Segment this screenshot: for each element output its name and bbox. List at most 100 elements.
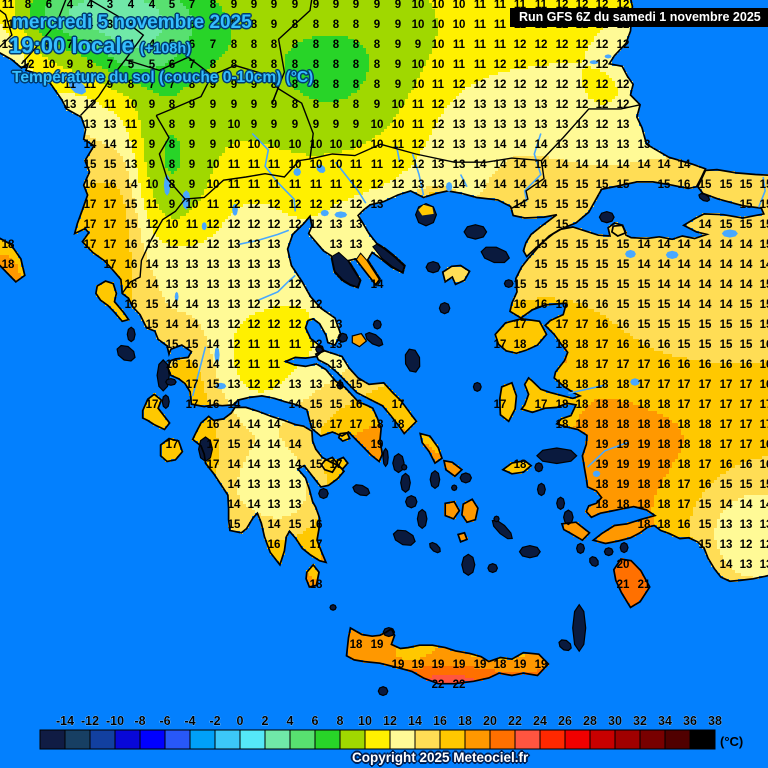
- svg-text:18: 18: [638, 399, 651, 411]
- svg-text:8: 8: [374, 59, 381, 71]
- svg-text:19: 19: [432, 659, 445, 671]
- svg-text:17: 17: [186, 399, 199, 411]
- svg-text:12: 12: [310, 199, 323, 211]
- svg-text:12: 12: [474, 79, 487, 91]
- svg-text:5: 5: [149, 59, 156, 71]
- svg-text:13: 13: [514, 99, 527, 111]
- svg-text:19: 19: [474, 659, 487, 671]
- svg-text:14: 14: [166, 299, 179, 311]
- svg-text:7: 7: [67, 39, 73, 51]
- svg-text:12: 12: [514, 79, 527, 91]
- svg-text:9: 9: [67, 59, 73, 71]
- svg-text:9: 9: [333, 0, 339, 11]
- svg-text:17: 17: [760, 419, 768, 431]
- svg-text:12: 12: [228, 319, 241, 331]
- svg-text:26: 26: [558, 714, 572, 728]
- svg-text:15: 15: [310, 459, 323, 471]
- svg-text:18: 18: [699, 439, 712, 451]
- svg-text:3: 3: [149, 19, 155, 31]
- svg-text:18: 18: [617, 419, 630, 431]
- svg-text:8: 8: [353, 39, 360, 51]
- svg-text:12: 12: [22, 59, 35, 71]
- svg-text:8: 8: [292, 19, 299, 31]
- svg-text:18: 18: [596, 419, 609, 431]
- svg-text:14: 14: [514, 179, 527, 191]
- svg-text:10: 10: [358, 714, 372, 728]
- svg-text:8: 8: [313, 79, 320, 91]
- svg-text:14: 14: [658, 259, 671, 271]
- svg-text:11: 11: [474, 19, 487, 31]
- svg-text:18: 18: [678, 459, 691, 471]
- svg-text:17: 17: [556, 319, 569, 331]
- svg-text:15: 15: [740, 179, 753, 191]
- svg-text:13: 13: [494, 119, 507, 131]
- svg-text:9: 9: [149, 139, 155, 151]
- svg-text:12: 12: [556, 59, 569, 71]
- svg-text:17: 17: [596, 359, 609, 371]
- svg-text:11: 11: [248, 359, 261, 371]
- svg-text:14: 14: [289, 439, 302, 451]
- svg-text:8: 8: [271, 79, 278, 91]
- svg-text:13: 13: [556, 119, 569, 131]
- svg-text:8: 8: [313, 39, 320, 51]
- svg-text:15: 15: [699, 339, 712, 351]
- svg-text:10: 10: [432, 19, 445, 31]
- svg-text:8: 8: [169, 139, 176, 151]
- svg-text:10: 10: [371, 119, 384, 131]
- svg-text:15: 15: [699, 539, 712, 551]
- svg-text:15: 15: [760, 319, 768, 331]
- svg-text:4: 4: [149, 0, 156, 11]
- svg-text:17: 17: [350, 419, 363, 431]
- svg-text:13: 13: [166, 259, 179, 271]
- svg-text:36: 36: [683, 714, 697, 728]
- svg-text:14: 14: [494, 159, 507, 171]
- svg-text:9: 9: [395, 39, 401, 51]
- svg-text:13: 13: [720, 519, 733, 531]
- svg-text:19: 19: [514, 659, 527, 671]
- svg-text:13: 13: [166, 279, 179, 291]
- svg-text:15: 15: [535, 239, 548, 251]
- svg-text:10: 10: [432, 39, 445, 51]
- svg-text:17: 17: [392, 399, 405, 411]
- svg-text:12: 12: [310, 299, 323, 311]
- svg-text:15: 15: [638, 319, 651, 331]
- svg-text:7: 7: [189, 59, 195, 71]
- svg-text:19: 19: [596, 459, 609, 471]
- svg-text:10: 10: [350, 139, 363, 151]
- svg-text:17: 17: [166, 439, 179, 451]
- svg-text:14: 14: [678, 239, 691, 251]
- svg-text:9: 9: [189, 99, 195, 111]
- svg-text:-10: -10: [106, 714, 124, 728]
- svg-text:13: 13: [268, 279, 281, 291]
- svg-text:15: 15: [104, 159, 117, 171]
- svg-text:14: 14: [638, 159, 651, 171]
- svg-text:18: 18: [576, 419, 589, 431]
- svg-text:9: 9: [313, 0, 319, 11]
- svg-text:14: 14: [474, 159, 487, 171]
- svg-text:7: 7: [189, 0, 195, 11]
- svg-text:8: 8: [337, 714, 344, 728]
- svg-text:18: 18: [638, 499, 651, 511]
- svg-text:15: 15: [576, 279, 589, 291]
- svg-text:16: 16: [104, 179, 117, 191]
- svg-text:18: 18: [658, 439, 671, 451]
- svg-text:18: 18: [638, 479, 651, 491]
- svg-text:16: 16: [84, 179, 97, 191]
- svg-text:19: 19: [638, 459, 651, 471]
- svg-text:10: 10: [371, 139, 384, 151]
- svg-text:11: 11: [289, 339, 302, 351]
- svg-text:15: 15: [535, 259, 548, 271]
- svg-text:11: 11: [494, 19, 507, 31]
- svg-text:14: 14: [678, 259, 691, 271]
- svg-text:13: 13: [330, 239, 343, 251]
- svg-text:11: 11: [104, 99, 117, 111]
- svg-text:13: 13: [760, 559, 768, 571]
- svg-text:15: 15: [658, 319, 671, 331]
- svg-text:17: 17: [576, 319, 589, 331]
- svg-text:15: 15: [556, 279, 569, 291]
- svg-text:14: 14: [228, 459, 241, 471]
- svg-text:18: 18: [596, 479, 609, 491]
- svg-text:8: 8: [25, 0, 32, 11]
- svg-text:9: 9: [231, 0, 237, 11]
- svg-text:11: 11: [453, 59, 466, 71]
